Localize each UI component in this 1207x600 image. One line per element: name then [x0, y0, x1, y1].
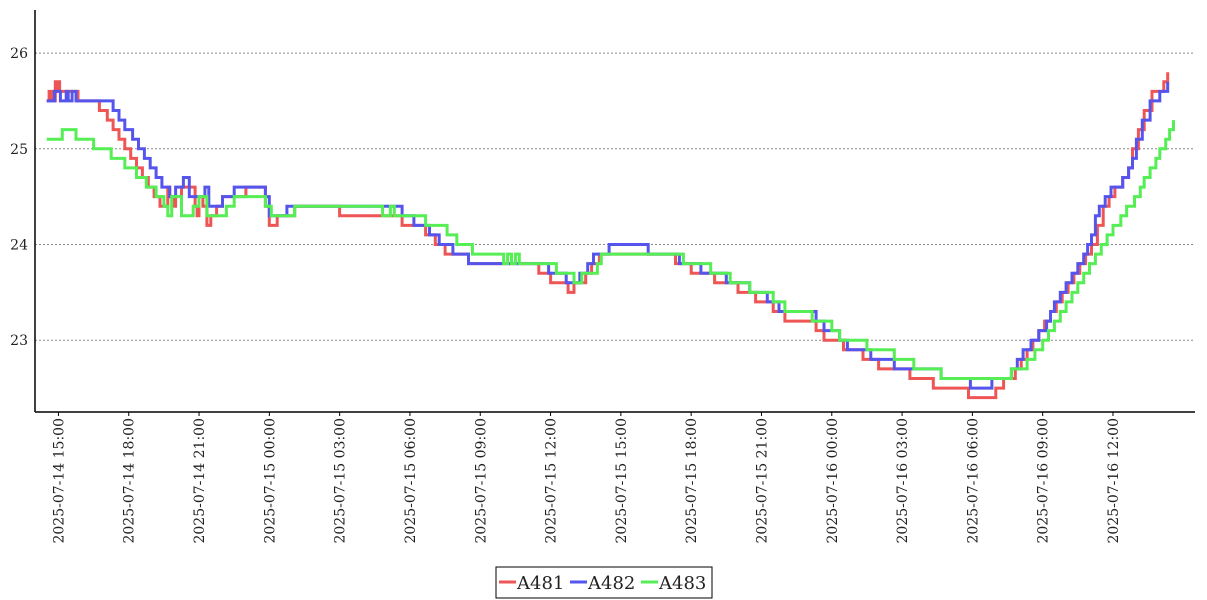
x-tick-label: 2025-07-14 15:00 [51, 418, 67, 544]
x-tick-label: 2025-07-15 06:00 [403, 418, 419, 544]
series-line-a481 [46, 72, 1170, 400]
legend-label: A483 [658, 573, 706, 594]
y-tick-label: 26 [10, 46, 28, 62]
x-tick-label: 2025-07-15 03:00 [333, 418, 349, 544]
legend-box [495, 566, 713, 599]
y-tick-label: 25 [10, 142, 28, 158]
series-line-a483 [46, 120, 1175, 380]
x-axis-ticks: 2025-07-14 15:00 2025-07-14 18:00 2025-07-… [51, 412, 1122, 544]
y-tick-label: 24 [10, 238, 28, 254]
x-tick-label: 2025-07-16 03:00 [895, 418, 911, 544]
series-line-a482 [46, 81, 1170, 390]
x-tick-label: 2025-07-15 18:00 [684, 418, 700, 544]
x-tick-label: 2025-07-14 18:00 [122, 418, 138, 544]
legend-label: A482 [587, 573, 635, 594]
x-tick-label: 2025-07-16 00:00 [825, 418, 841, 544]
x-tick-label: 2025-07-16 06:00 [965, 418, 981, 544]
x-tick-label: 2025-07-16 12:00 [1106, 418, 1122, 544]
legend-label: A481 [516, 573, 564, 594]
x-tick-label: 2025-07-14 21:00 [192, 418, 208, 544]
series-lines [46, 72, 1175, 400]
legend: A481 A482 A483 [495, 566, 713, 599]
x-tick-label: 2025-07-15 00:00 [262, 418, 278, 544]
x-tick-label: 2025-07-15 15:00 [614, 418, 630, 544]
y-axis-ticks: 23 24 25 26 [10, 46, 28, 349]
axes [34, 10, 1195, 413]
x-tick-label: 2025-07-16 09:00 [1036, 418, 1052, 544]
y-tick-label: 23 [10, 333, 28, 349]
x-tick-label: 2025-07-15 09:00 [473, 418, 489, 544]
x-tick-label: 2025-07-15 21:00 [754, 418, 770, 544]
x-tick-label: 2025-07-15 12:00 [544, 418, 560, 544]
